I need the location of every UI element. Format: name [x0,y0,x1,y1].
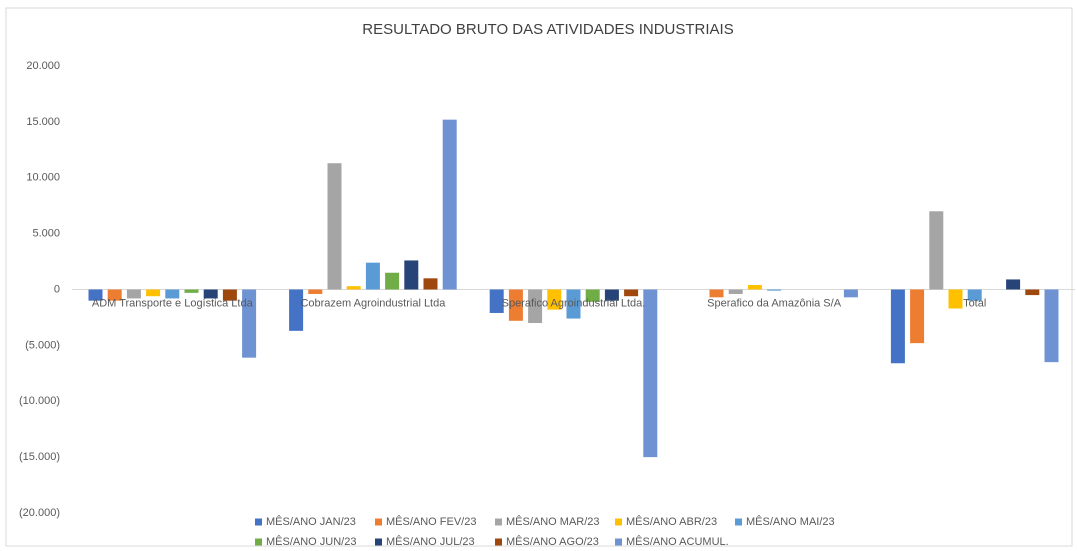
legend-label: MÊS/ANO ABR/23 [626,515,717,528]
y-tick-label: (15.000) [19,451,60,463]
bar [346,286,361,290]
legend-label: MÊS/ANO JUL/23 [386,535,475,548]
legend-label: MÊS/ANO FEV/23 [386,515,476,528]
bar [442,119,457,290]
bar [967,289,982,301]
legend-label: MÊS/ANO AGO/23 [506,535,599,548]
bar [146,289,161,297]
bar [948,289,963,309]
y-tick-label: (5.000) [25,339,60,351]
legend-swatch [495,538,502,546]
legend-label: MÊS/ANO JUN/23 [266,535,356,548]
bar [404,260,419,290]
legend-label: MÊS/ANO MAI/23 [746,515,835,528]
bar [242,289,257,358]
bar [910,289,925,344]
legend-label: MÊS/ANO JAN/23 [266,515,356,528]
bar [547,289,562,310]
bar [585,289,600,302]
bar [308,289,323,294]
x-tick-label: Sperafico da Amazônia S/A [707,297,842,309]
y-tick-label: (20.000) [19,507,60,519]
y-tick-label: 20.000 [26,60,60,72]
bar [385,272,400,290]
legend-swatch [255,538,262,546]
bar [843,289,858,298]
legend-swatch [615,518,622,526]
x-tick-label: Cobrazem Agroindustrial Ltda [300,297,446,309]
bar [643,289,658,458]
legend-swatch [615,538,622,546]
chart-title: RESULTADO BRUTO DAS ATIVIDADES INDUSTRIA… [362,21,733,38]
chart-border [5,7,1073,547]
bar [890,289,905,364]
bar [184,289,199,293]
y-tick-label: (10.000) [19,395,60,407]
y-tick-label: 10.000 [26,172,60,184]
bar [88,289,103,301]
y-tick-label: 0 [54,283,60,295]
bar [624,289,639,297]
bar [1044,289,1059,363]
bar [365,262,380,290]
bar [489,289,504,313]
legend-label: MÊS/ANO ACUMUL. [626,535,729,548]
legend-swatch [375,538,382,546]
y-tick-label: 15.000 [26,116,60,128]
bar [126,289,141,299]
legend-swatch [255,518,262,526]
bar [423,278,438,290]
bar [604,289,619,301]
legend-swatch [735,518,742,526]
bar [728,289,743,294]
x-tick-label: ADM Transporte e Logística Ltda [92,297,254,309]
x-tick-label: Total [963,297,986,309]
bar [566,289,581,319]
bar [1006,279,1021,290]
bar [528,289,543,324]
bar [203,289,218,299]
bar [747,285,762,290]
y-tick-label: 5.000 [32,228,60,240]
bar [929,211,944,290]
bar [165,289,180,299]
bar [508,289,523,321]
bar [709,289,724,298]
bar [222,289,237,301]
legend-label: MÊS/ANO MAR/23 [506,515,600,528]
legend-swatch [375,518,382,526]
legend-swatch [495,518,502,526]
bar [1025,289,1040,296]
bar [107,289,122,301]
x-tick-label: Sperafico Agroindustrial Ltda. [502,297,646,309]
bar [289,289,304,331]
bar [327,163,342,290]
bar [767,289,782,291]
